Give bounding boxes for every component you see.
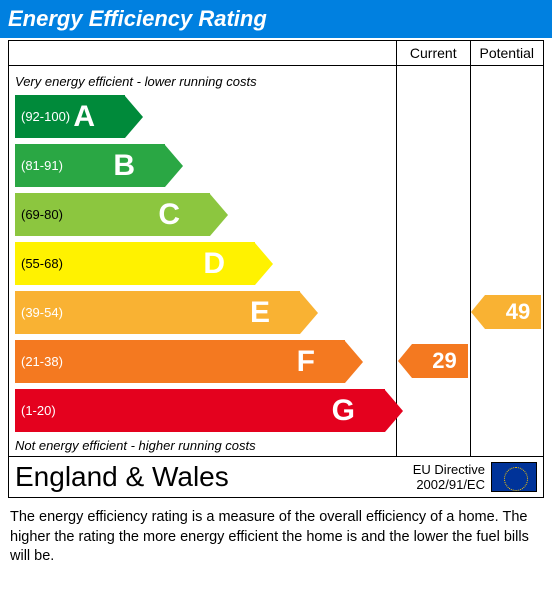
- band-range-E: (39-54): [15, 305, 63, 320]
- band-tip-E: [300, 292, 318, 334]
- band-range-G: (1-20): [15, 403, 56, 418]
- bars-container: (92-100)A (81-91) B (69-80) C (55-68) D (39-54)…: [15, 95, 390, 432]
- band-letter-C: C: [158, 198, 180, 232]
- band-tip-F: [345, 341, 363, 383]
- region-label: England & Wales: [15, 461, 413, 493]
- band-letter-D: D: [203, 247, 225, 281]
- band-G: (1-20) G: [15, 389, 385, 432]
- band-tip-C: [210, 194, 228, 236]
- band-range-B: (81-91): [15, 158, 63, 173]
- band-B: (81-91) B: [15, 144, 165, 187]
- current-pointer-value: 29: [432, 348, 456, 374]
- body-row: Very energy efficient - lower running co…: [9, 66, 543, 456]
- footer-row: England & Wales EU Directive 2002/91/EC: [9, 456, 543, 497]
- bars-header-spacer: [9, 41, 397, 65]
- current-pointer-tip-icon: [398, 344, 412, 378]
- directive-line1: EU Directive: [413, 462, 485, 477]
- title-bar: Energy Efficiency Rating: [0, 0, 552, 38]
- band-A: (92-100)A: [15, 95, 125, 138]
- eu-flag-icon: [491, 462, 537, 492]
- band-F: (21-38) F: [15, 340, 345, 383]
- bands-area: Very energy efficient - lower running co…: [9, 66, 397, 456]
- potential-pointer: 49: [485, 295, 541, 329]
- eu-directive: EU Directive 2002/91/EC: [413, 462, 485, 492]
- header-current: Current: [397, 41, 471, 65]
- band-range-F: (21-38): [15, 354, 63, 369]
- band-letter-B: B: [113, 149, 135, 183]
- header-potential: Potential: [471, 41, 544, 65]
- potential-pointer-tip-icon: [471, 295, 485, 329]
- band-letter-G: G: [332, 394, 355, 428]
- band-letter-A: A: [73, 100, 95, 134]
- subtitle-bottom: Not energy efficient - higher running co…: [15, 438, 390, 453]
- directive-line2: 2002/91/EC: [413, 477, 485, 492]
- band-C: (69-80) C: [15, 193, 210, 236]
- band-range-D: (55-68): [15, 256, 63, 271]
- current-column: 29: [397, 66, 471, 456]
- potential-pointer-value: 49: [506, 299, 530, 325]
- subtitle-top: Very energy efficient - lower running co…: [15, 74, 390, 89]
- band-letter-F: F: [297, 345, 315, 379]
- header-row: Current Potential: [9, 41, 543, 66]
- band-tip-D: [255, 243, 273, 285]
- band-range-A: (92-100): [15, 109, 70, 124]
- band-E: (39-54) E: [15, 291, 300, 334]
- band-tip-B: [165, 145, 183, 187]
- band-D: (55-68) D: [15, 242, 255, 285]
- band-letter-E: E: [250, 296, 270, 330]
- band-tip-A: [125, 96, 143, 138]
- current-pointer: 29: [412, 344, 468, 378]
- band-range-C: (69-80): [15, 207, 63, 222]
- potential-column: 49: [471, 66, 544, 456]
- epc-chart: Current Potential Very energy efficient …: [8, 40, 544, 498]
- caption-text: The energy efficiency rating is a measur…: [10, 508, 542, 567]
